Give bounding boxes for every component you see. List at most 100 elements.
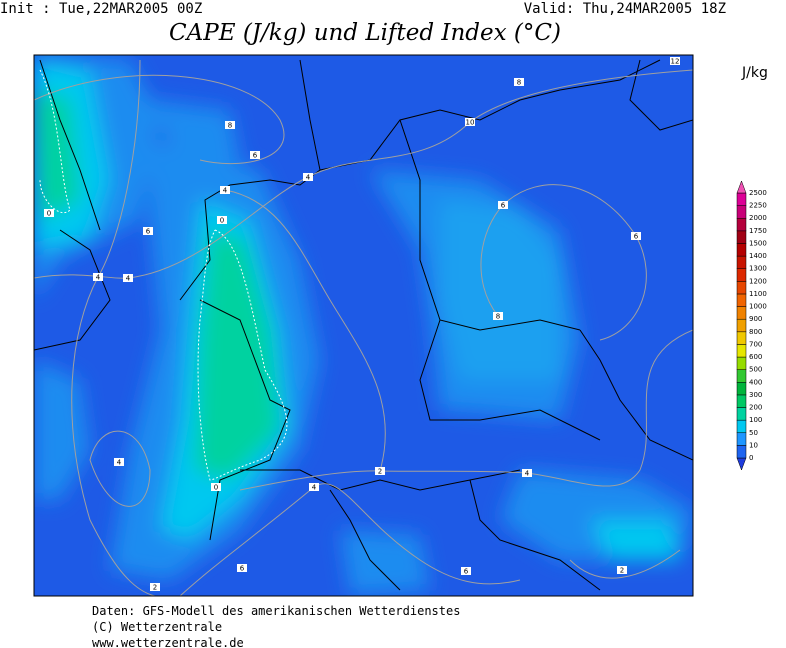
contour-label: 2 xyxy=(153,584,157,592)
contour-label: 6 xyxy=(240,565,245,573)
colorbar-label: 50 xyxy=(749,429,758,437)
colorbar-segment xyxy=(736,369,747,383)
contour-label-box xyxy=(217,216,227,224)
init-time: Init : Tue,22MAR2005 00Z xyxy=(0,1,202,17)
contour-label-box xyxy=(123,274,133,282)
contour-label-box xyxy=(93,273,103,281)
contour-label-box xyxy=(150,583,160,591)
colorbar-unit: J/kg xyxy=(741,65,768,81)
contour-label-box xyxy=(617,566,627,574)
colorbar-label: 1500 xyxy=(749,239,767,247)
colorbar-label: 1000 xyxy=(749,303,767,311)
valid-time: Valid: Thu,24MAR2005 18Z xyxy=(524,1,726,17)
colorbar-segment xyxy=(736,281,747,295)
contour-label: 12 xyxy=(671,58,680,66)
contour-label-box xyxy=(670,57,680,65)
colorbar-segment xyxy=(736,356,747,370)
contour-label: 6 xyxy=(253,152,258,160)
contour-label: 0 xyxy=(214,484,218,492)
colorbar-segment xyxy=(736,192,747,206)
coastlines xyxy=(34,59,693,591)
colorbar-label: 1400 xyxy=(749,252,767,260)
colorbar-segment xyxy=(736,217,747,232)
colorbar-segment xyxy=(736,268,747,282)
contour-label-box xyxy=(309,483,319,491)
colorbar-label: 1300 xyxy=(749,265,767,273)
contour-label: 8 xyxy=(517,79,521,87)
contour-label-box xyxy=(220,186,230,194)
contour-label-box xyxy=(465,118,475,126)
contour-label: 4 xyxy=(126,275,131,283)
colorbar-segment xyxy=(736,243,747,257)
colorbar-label: 500 xyxy=(749,366,762,374)
colorbar-segment xyxy=(736,432,747,446)
contour-label: 4 xyxy=(306,174,311,182)
contour-labels: 12 8 10 8 6 4 4 6 6 6 0 4 4 8 0 4 2 4 0 4 6 6 2 2 xyxy=(44,57,680,592)
colorbar-segment xyxy=(736,344,747,358)
colorbar-segment xyxy=(736,293,747,307)
lifted-index-contours xyxy=(34,59,693,596)
contour-label: 4 xyxy=(312,484,317,492)
contour-label: 0 xyxy=(220,217,224,225)
contour-label: 2 xyxy=(378,468,382,476)
colorbar-segment xyxy=(736,331,747,345)
contour-label: 8 xyxy=(496,313,500,321)
colorbar-label: 2000 xyxy=(749,214,767,222)
colorbar-tip xyxy=(736,180,747,194)
colorbar-segment xyxy=(736,394,747,408)
map: 12 8 10 8 6 4 4 6 6 6 0 4 4 8 0 4 2 4 0 4 6 6 2 2 xyxy=(34,55,693,596)
zero-contour xyxy=(197,229,288,481)
colorbar-label: 400 xyxy=(749,378,762,386)
colorbar: 0 10 50 100 200 300 400 500 600 700 800 900 1000 1100… xyxy=(736,180,767,471)
map-title: CAPE (J/kg) und Lifted Index (°C) xyxy=(169,20,561,46)
contour-label: 8 xyxy=(228,122,232,130)
colorbar-label: 300 xyxy=(749,391,762,399)
colorbar-label: 0 xyxy=(749,454,753,462)
colorbar-segment xyxy=(736,205,747,219)
colorbar-label: 100 xyxy=(749,416,762,424)
colorbar-segment xyxy=(736,230,747,244)
colorbar-label: 200 xyxy=(749,404,762,412)
colorbar-segment xyxy=(736,318,747,333)
contour-label: 4 xyxy=(223,187,228,195)
colorbar-label: 10 xyxy=(749,441,758,449)
cape-field xyxy=(34,55,693,595)
colorbar-segment xyxy=(736,419,747,434)
contour-label: 4 xyxy=(117,459,122,467)
contour-label-box xyxy=(237,564,247,572)
footer-line: Daten: GFS-Modell des amerikanischen Wet… xyxy=(92,604,460,618)
contour-label-box xyxy=(631,232,641,240)
contour-label-box xyxy=(514,78,524,86)
colorbar-label: 1100 xyxy=(749,290,767,298)
contour-label: 10 xyxy=(466,119,475,127)
contour-label: 6 xyxy=(634,233,639,241)
contour-label: 6 xyxy=(501,202,506,210)
colorbar-label: 900 xyxy=(749,315,762,323)
contour-label-box xyxy=(114,458,124,466)
contour-label: 4 xyxy=(525,470,530,478)
colorbar-segment xyxy=(736,382,747,396)
contour-label: 0 xyxy=(47,210,51,218)
contour-label-box xyxy=(44,209,54,217)
colorbar-tip xyxy=(736,457,747,471)
map-frame xyxy=(33,54,694,597)
footer-line: www.wetterzentrale.de xyxy=(92,636,244,648)
contour-label: 6 xyxy=(464,568,469,576)
colorbar-label: 600 xyxy=(749,353,762,361)
colorbar-label: 1200 xyxy=(749,277,767,285)
colorbar-label: 1750 xyxy=(749,227,767,235)
contour-label-box xyxy=(461,567,471,575)
contour-label-box xyxy=(225,121,235,129)
contour-label-box xyxy=(375,467,385,475)
colorbar-label: 800 xyxy=(749,328,762,336)
contour-label-box xyxy=(250,151,260,159)
contour-label-box xyxy=(211,483,221,491)
contour-label-box xyxy=(522,469,532,477)
contour-label-box xyxy=(303,173,313,181)
contour-label-box xyxy=(498,201,508,209)
contour-label: 2 xyxy=(620,567,624,575)
colorbar-label: 2250 xyxy=(749,202,767,210)
colorbar-segment xyxy=(736,306,747,320)
colorbar-segment xyxy=(736,407,747,421)
